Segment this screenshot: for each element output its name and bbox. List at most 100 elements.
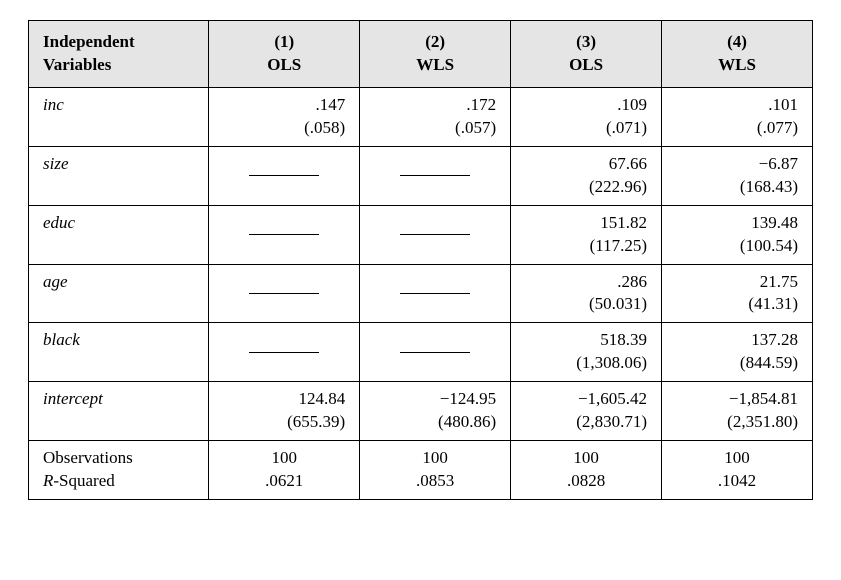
coef-value: .286 xyxy=(525,271,647,294)
se-value: (168.43) xyxy=(676,176,798,199)
obs-value: 100 xyxy=(374,447,496,470)
table-cell xyxy=(209,146,360,205)
coef-value: 139.48 xyxy=(676,212,798,235)
row-var-name: educ xyxy=(29,205,209,264)
table-cell: −124.95(480.86) xyxy=(360,382,511,441)
se-value: (2,351.80) xyxy=(676,411,798,434)
coef-value: .172 xyxy=(374,94,496,117)
header-col-3-method: OLS xyxy=(525,54,647,77)
coef-value: 21.75 xyxy=(676,271,798,294)
dash-icon xyxy=(400,175,470,176)
coef-value: −1,854.81 xyxy=(676,388,798,411)
table-cell: 137.28(844.59) xyxy=(662,323,813,382)
header-vars-line2: Variables xyxy=(43,54,194,77)
dash-icon xyxy=(249,293,319,294)
header-row: Independent Variables (1) OLS (2) WLS (3… xyxy=(29,21,813,88)
table-cell: .172(.057) xyxy=(360,87,511,146)
header-col-4-method: WLS xyxy=(676,54,798,77)
table-cell: −6.87(168.43) xyxy=(662,146,813,205)
table-cell xyxy=(360,264,511,323)
obs-value: 100 xyxy=(525,447,647,470)
header-col-1-num: (1) xyxy=(223,31,345,54)
coef-value: .101 xyxy=(676,94,798,117)
r2-value: .1042 xyxy=(676,470,798,493)
table-cell: 67.66(222.96) xyxy=(511,146,662,205)
se-value: (117.25) xyxy=(525,235,647,258)
table-cell: 518.39(1,308.06) xyxy=(511,323,662,382)
se-value: (222.96) xyxy=(525,176,647,199)
r2-value: .0621 xyxy=(223,470,345,493)
se-value: (100.54) xyxy=(676,235,798,258)
regression-table: Independent Variables (1) OLS (2) WLS (3… xyxy=(28,20,813,500)
coef-value: −1,605.42 xyxy=(525,388,647,411)
row-var-name: size xyxy=(29,146,209,205)
header-vars-line1: Independent xyxy=(43,31,194,54)
se-value: (.071) xyxy=(525,117,647,140)
header-col-2-method: WLS xyxy=(374,54,496,77)
coef-value: −6.87 xyxy=(676,153,798,176)
header-vars: Independent Variables xyxy=(29,21,209,88)
row-var-name: intercept xyxy=(29,382,209,441)
table-row: black518.39(1,308.06)137.28(844.59) xyxy=(29,323,813,382)
footer-label-line1: Observations xyxy=(43,447,194,470)
header-col-3-num: (3) xyxy=(525,31,647,54)
dash-icon xyxy=(400,293,470,294)
row-var-name: black xyxy=(29,323,209,382)
table-cell xyxy=(360,146,511,205)
table-cell: .286(50.031) xyxy=(511,264,662,323)
coef-value: 124.84 xyxy=(223,388,345,411)
coef-value: 137.28 xyxy=(676,329,798,352)
table-row: intercept124.84(655.39)−124.95(480.86)−1… xyxy=(29,382,813,441)
se-value: (1,308.06) xyxy=(525,352,647,375)
coef-value: .109 xyxy=(525,94,647,117)
se-value: (.057) xyxy=(374,117,496,140)
header-col-4: (4) WLS xyxy=(662,21,813,88)
header-col-4-num: (4) xyxy=(676,31,798,54)
table-cell: 151.82(117.25) xyxy=(511,205,662,264)
obs-value: 100 xyxy=(223,447,345,470)
coef-value: 151.82 xyxy=(525,212,647,235)
table-cell xyxy=(209,205,360,264)
se-value: (655.39) xyxy=(223,411,345,434)
se-value: (.077) xyxy=(676,117,798,140)
r2-value: .0853 xyxy=(374,470,496,493)
table-cell: 21.75(41.31) xyxy=(662,264,813,323)
se-value: (50.031) xyxy=(525,293,647,316)
table-row: inc.147(.058).172(.057).109(.071).101(.0… xyxy=(29,87,813,146)
table-cell xyxy=(360,205,511,264)
table-cell xyxy=(360,323,511,382)
footer-label: ObservationsR-Squared xyxy=(29,441,209,500)
coef-value: .147 xyxy=(223,94,345,117)
header-col-2: (2) WLS xyxy=(360,21,511,88)
dash-icon xyxy=(249,175,319,176)
coef-value: 67.66 xyxy=(525,153,647,176)
coef-value: 518.39 xyxy=(525,329,647,352)
dash-icon xyxy=(249,352,319,353)
row-var-name: age xyxy=(29,264,209,323)
footer-cell: 100.0853 xyxy=(360,441,511,500)
table-cell: 139.48(100.54) xyxy=(662,205,813,264)
se-value: (.058) xyxy=(223,117,345,140)
footer-cell: 100.0828 xyxy=(511,441,662,500)
obs-value: 100 xyxy=(676,447,798,470)
table-cell: −1,605.42(2,830.71) xyxy=(511,382,662,441)
table-row: age.286(50.031)21.75(41.31) xyxy=(29,264,813,323)
footer-label-line2: R-Squared xyxy=(43,470,194,493)
coef-value: −124.95 xyxy=(374,388,496,411)
se-value: (480.86) xyxy=(374,411,496,434)
r2-value: .0828 xyxy=(525,470,647,493)
table-cell: .101(.077) xyxy=(662,87,813,146)
table-cell: −1,854.81(2,351.80) xyxy=(662,382,813,441)
table-cell: .109(.071) xyxy=(511,87,662,146)
se-value: (41.31) xyxy=(676,293,798,316)
table-row: educ151.82(117.25)139.48(100.54) xyxy=(29,205,813,264)
table-body: inc.147(.058).172(.057).109(.071).101(.0… xyxy=(29,87,813,499)
header-col-1-method: OLS xyxy=(223,54,345,77)
footer-cell: 100.1042 xyxy=(662,441,813,500)
header-col-3: (3) OLS xyxy=(511,21,662,88)
se-value: (2,830.71) xyxy=(525,411,647,434)
se-value: (844.59) xyxy=(676,352,798,375)
dash-icon xyxy=(249,234,319,235)
table-cell: .147(.058) xyxy=(209,87,360,146)
table-cell: 124.84(655.39) xyxy=(209,382,360,441)
